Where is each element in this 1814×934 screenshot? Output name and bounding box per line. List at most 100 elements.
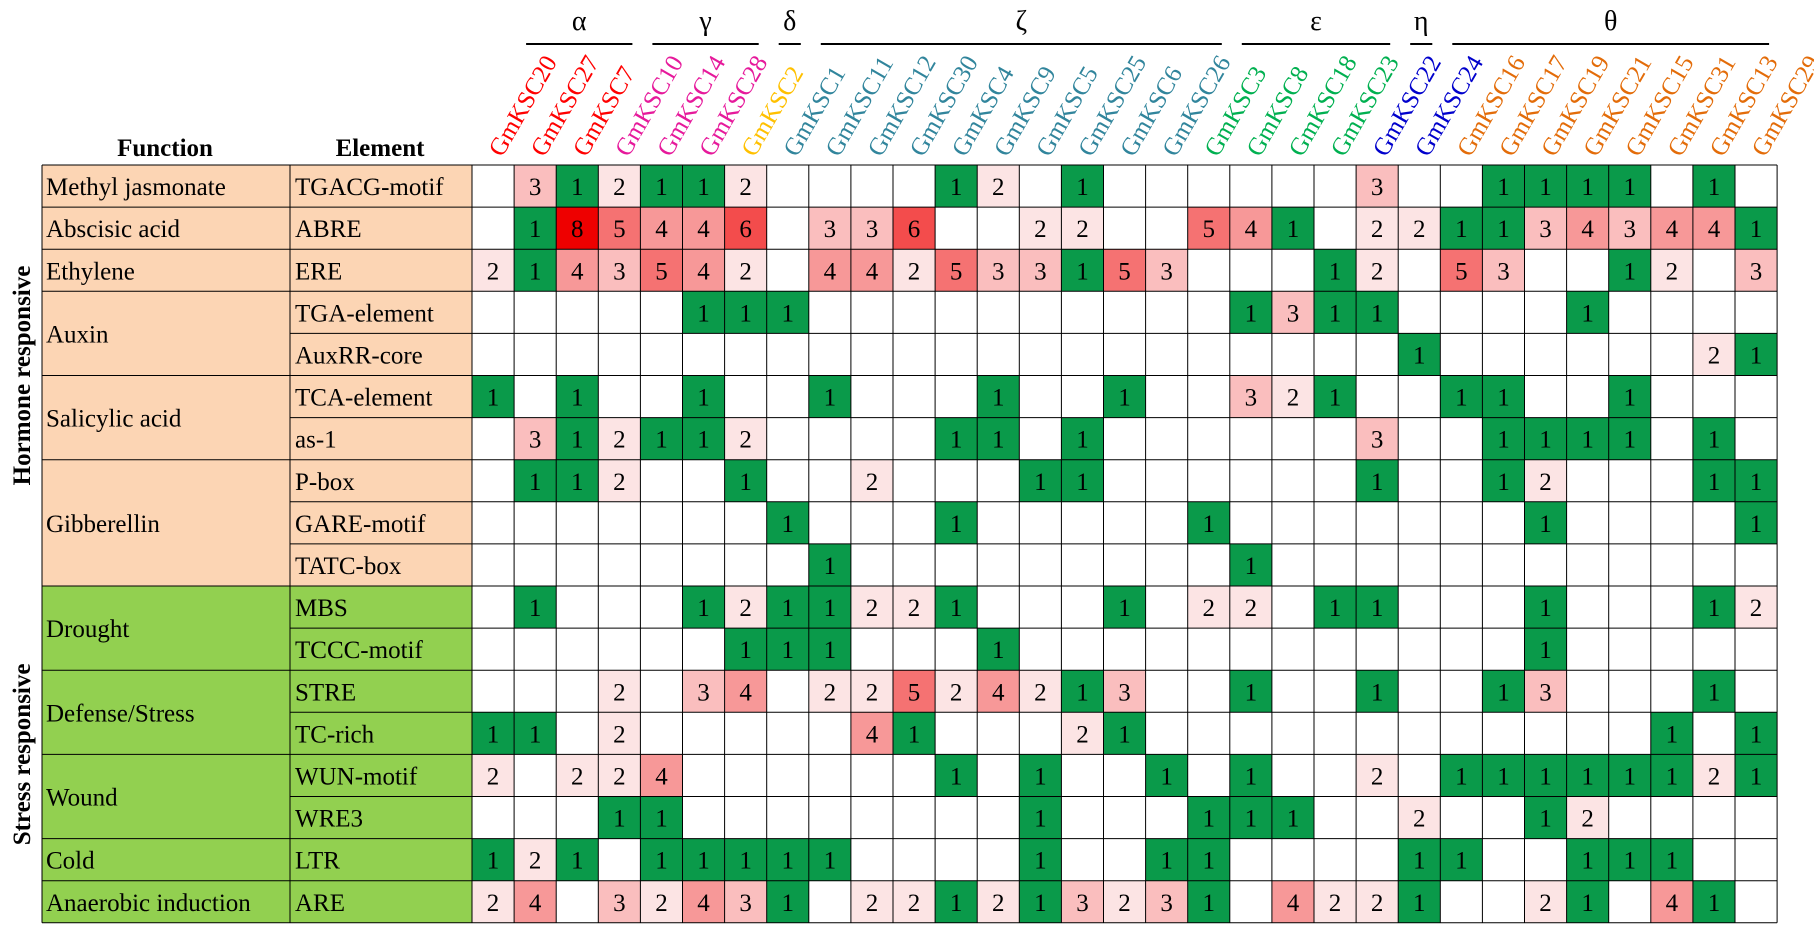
heatmap-cell [1692,670,1735,713]
cell-value-label: 1 [1203,848,1216,875]
cell-value-label: 2 [908,258,921,285]
cell-value-label: 4 [571,258,584,285]
cell-value-label: 1 [1581,427,1594,454]
heatmap-cell [977,249,1020,292]
cell-value-label: 2 [1413,806,1426,833]
element-label: TCA-element [295,385,433,412]
cell-value-label: 1 [1203,890,1216,917]
heatmap-cell [1650,249,1693,292]
cell-value-label: 2 [1539,469,1552,496]
heatmap-cell [1524,501,1567,544]
heatmap-cell [977,880,1020,923]
cell-value-label: 2 [487,890,500,917]
heatmap-cell [1187,880,1230,923]
heatmap-cell [1356,249,1399,292]
heatmap-cell [1229,207,1272,250]
cell-value-label: 5 [1118,258,1131,285]
cell-value-label: 4 [824,258,837,285]
cell-value-label: 1 [1371,300,1384,327]
cell-value-label: 1 [950,763,963,790]
cell-value-label: 2 [1203,595,1216,622]
heatmap-cell [893,712,936,755]
cell-value-label: 2 [824,679,837,706]
heatmap-cell [1314,375,1357,418]
heatmap-cell [1271,291,1314,334]
cell-value-label: 1 [824,385,837,412]
heatmap-cell [1440,754,1483,797]
cell-value-label: 1 [571,174,584,201]
cell-value-label: 2 [1371,763,1384,790]
cell-value-label: 1 [1329,258,1342,285]
cell-value-label: 2 [1076,216,1089,243]
cell-value-label: 8 [571,216,584,243]
heatmap-cell [935,586,978,629]
heatmap-cell [472,375,515,418]
cell-value-label: 3 [1118,679,1131,706]
cell-value-label: 1 [1581,890,1594,917]
heatmap-cell [724,670,767,713]
cell-value-label: 1 [1034,763,1047,790]
heatmap-cell [1692,333,1735,376]
cell-value-label: 1 [1118,721,1131,748]
cell-value-label: 1 [1413,848,1426,875]
heatmap-cell [556,165,599,208]
cell-value-label: 4 [1581,216,1594,243]
heatmap-cell [514,712,557,755]
cell-value-label: 2 [1034,216,1047,243]
cell-value-label: 1 [782,595,795,622]
cell-value-label: 1 [1245,553,1258,580]
element-label: LTR [295,848,340,875]
heatmap-cell [1608,165,1651,208]
heatmap-cell [935,880,978,923]
heatmap-cell [1524,796,1567,839]
heatmap-cell [935,754,978,797]
cell-value-label: 1 [697,427,710,454]
heatmap-cell [1440,375,1483,418]
heatmap-cell [1524,417,1567,460]
heatmap-cell [682,207,725,250]
cell-value-label: 1 [1539,511,1552,538]
cell-value-label: 2 [1581,806,1594,833]
heatmap-cell [556,249,599,292]
heatmap-cell [1229,586,1272,629]
heatmap-cell [1103,670,1146,713]
heatmap-cell [1482,375,1525,418]
cell-value-label: 1 [1076,258,1089,285]
cell-value-label: 1 [1750,511,1763,538]
element-label: TGACG-motif [295,174,444,201]
heatmap-cell [850,207,893,250]
heatmap-cell [640,838,683,881]
heatmap-cell [556,417,599,460]
heatmap-cell [1019,249,1062,292]
cell-value-label: 1 [1624,427,1637,454]
heatmap-cell [1566,207,1609,250]
heatmap-cell [1524,880,1567,923]
cell-value-label: 3 [1539,679,1552,706]
cell-value-label: 1 [1034,890,1047,917]
heatmap-cell [1314,880,1357,923]
cell-value-label: 1 [487,848,500,875]
cell-value-label: 1 [697,848,710,875]
heatmap-cell [1566,291,1609,334]
cell-value-label: 1 [697,300,710,327]
row-background-layer [42,165,472,923]
cell-value-label: 2 [866,890,879,917]
cell-value-label: 3 [1160,890,1173,917]
cell-value-label: 3 [1371,427,1384,454]
element-label: TATC-box [295,553,402,580]
heatmap-cell [1398,796,1441,839]
cell-value-label: 1 [1624,385,1637,412]
heatmap-cell [1608,375,1651,418]
cell-value-label: 2 [613,427,626,454]
heatmap-cell [724,838,767,881]
heatmap-cell [472,880,515,923]
cell-value-label: 2 [950,679,963,706]
cell-value-label: 1 [1708,469,1721,496]
heatmap-cell [1692,754,1735,797]
heatmap-cell [1440,207,1483,250]
cell-value-label: 1 [1624,258,1637,285]
cell-value-label: 1 [1708,427,1721,454]
heatmap-cell [598,880,641,923]
cell-value-label: 1 [1034,806,1047,833]
heatmap-cell [1692,207,1735,250]
